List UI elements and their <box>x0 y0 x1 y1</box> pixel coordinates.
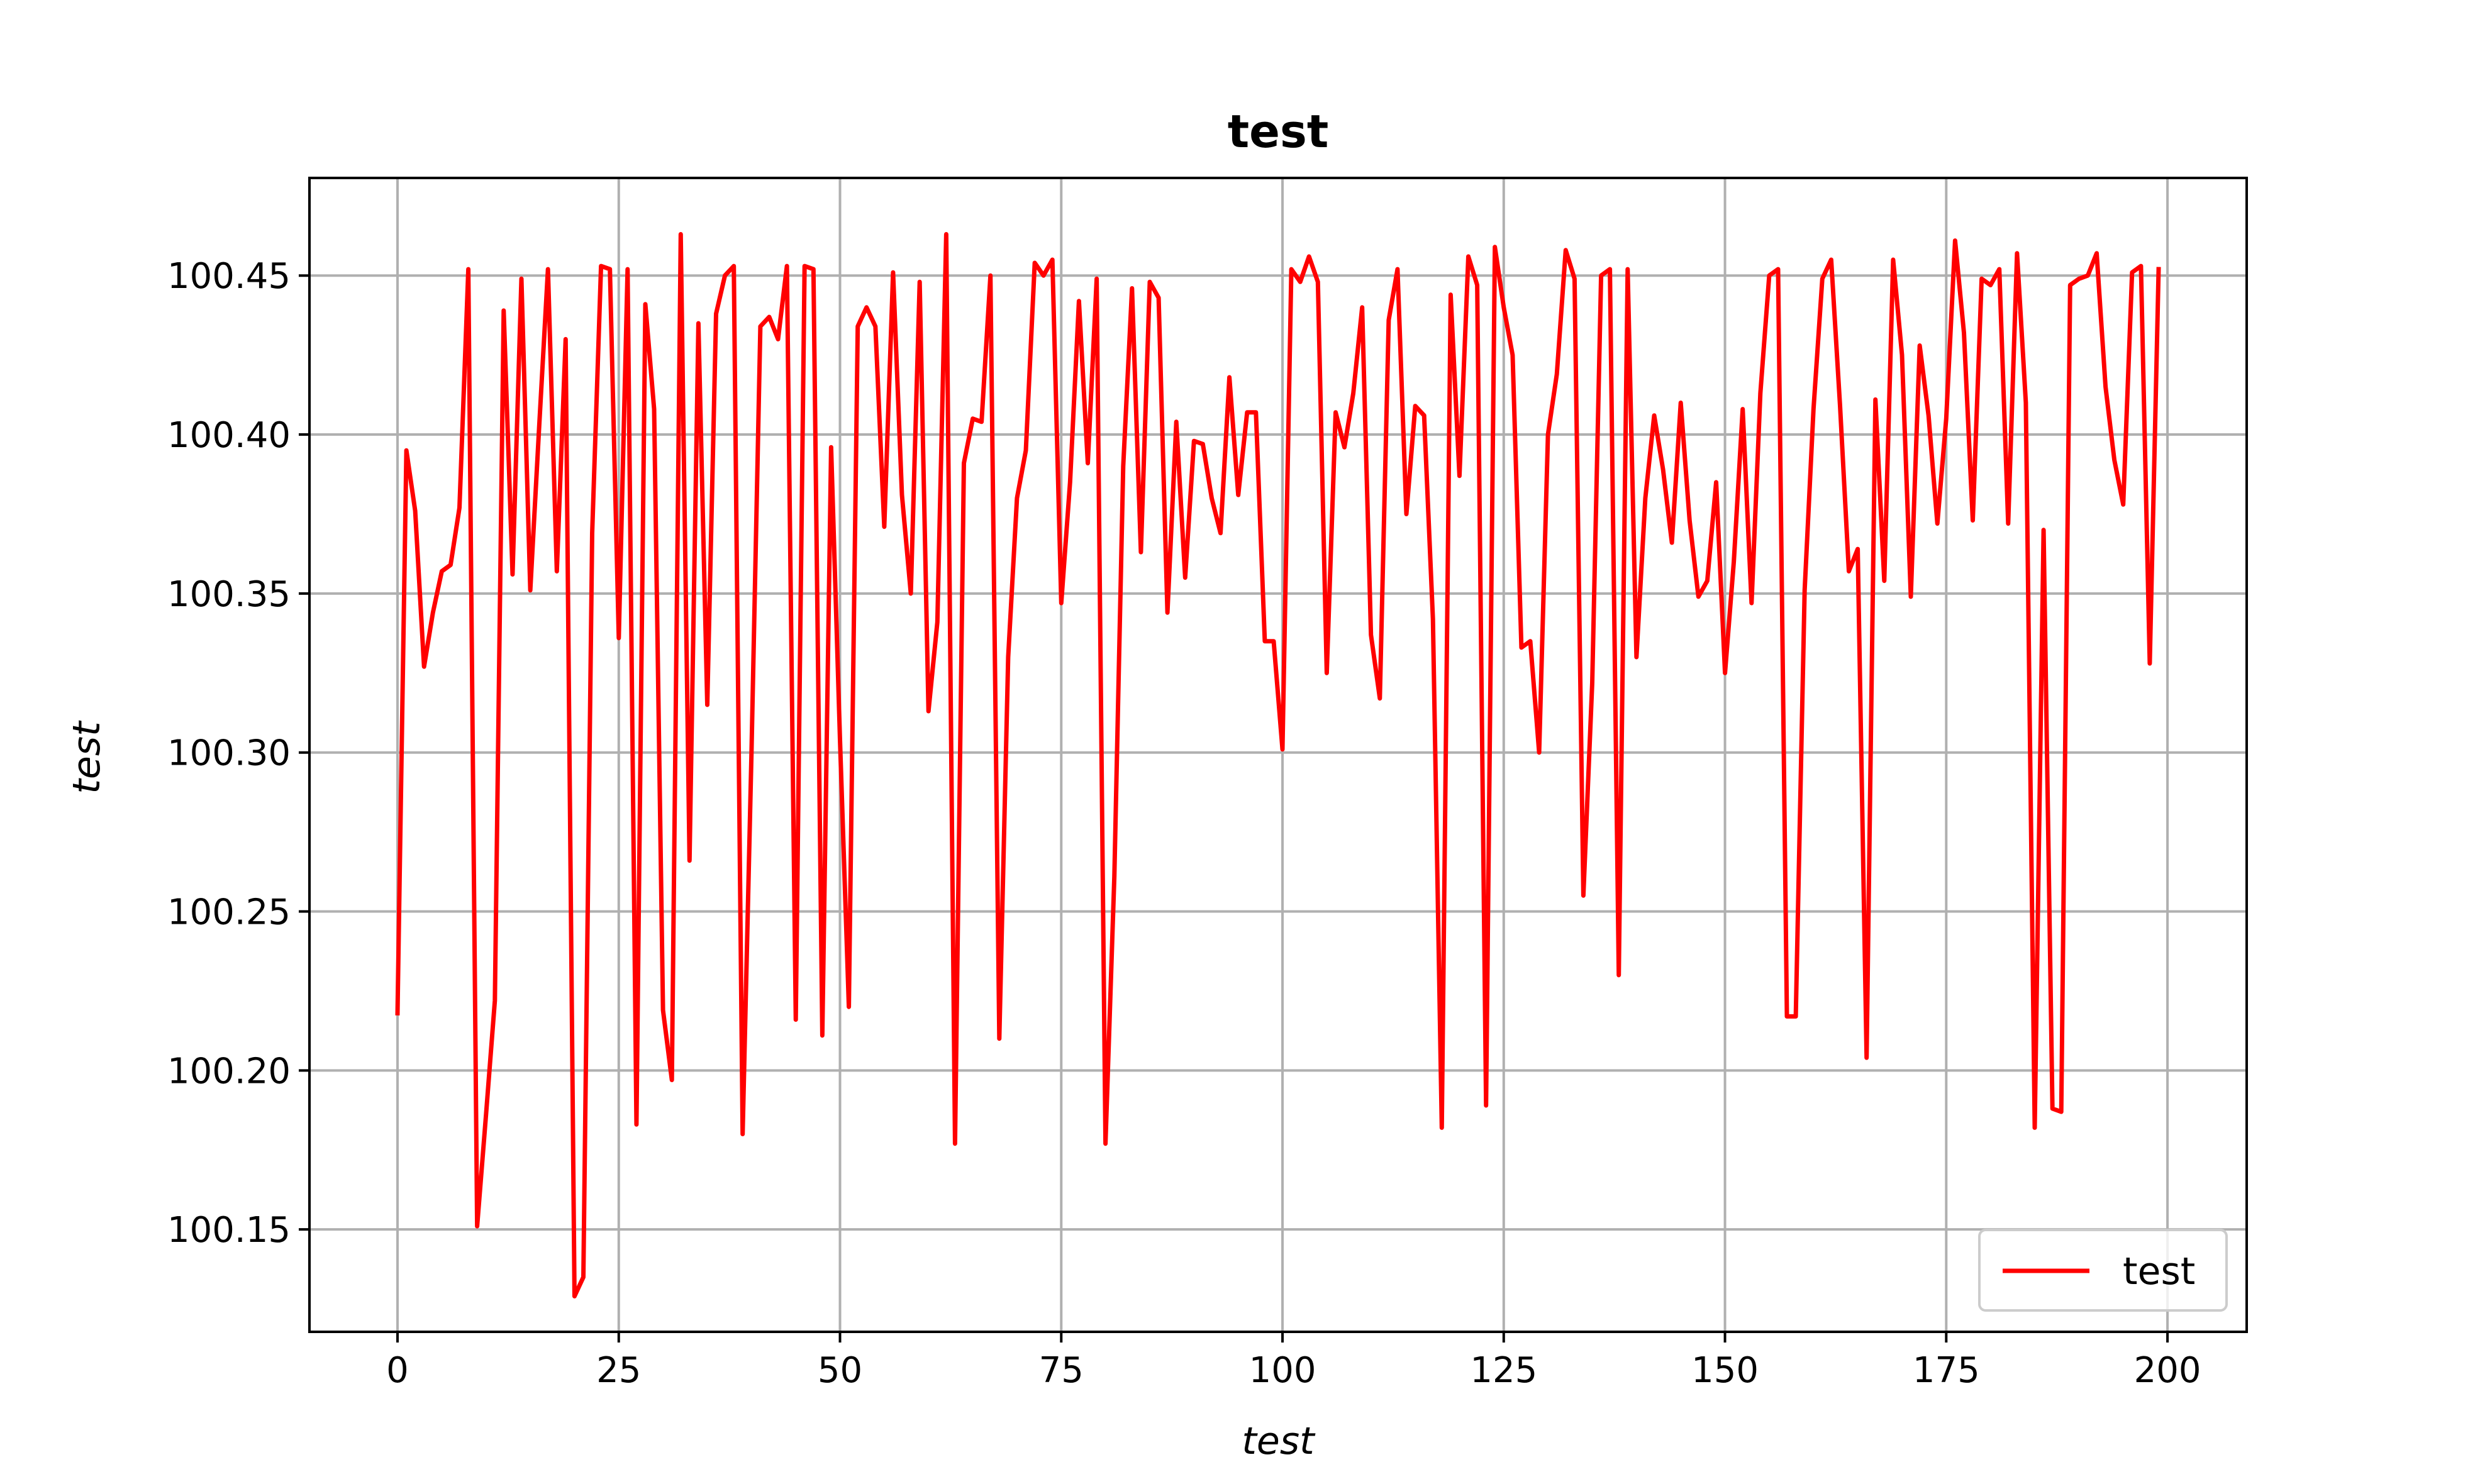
legend: test <box>1978 1229 2228 1312</box>
x-axis-label: test <box>1242 1419 1316 1463</box>
x-tick-label: 50 <box>818 1350 862 1391</box>
y-tick-label: 100.35 <box>167 574 291 615</box>
y-tick-label: 100.20 <box>167 1051 291 1092</box>
series-lines <box>395 232 2161 1298</box>
y-tick-label: 100.15 <box>167 1210 291 1251</box>
y-axis-label: test <box>65 720 109 794</box>
x-tick-label: 25 <box>596 1350 641 1391</box>
y-tick-label: 100.25 <box>167 892 291 933</box>
x-tick-label: 0 <box>386 1350 409 1391</box>
x-tick-label: 75 <box>1039 1350 1084 1391</box>
x-tick-label: 200 <box>2134 1350 2201 1391</box>
plot-frame <box>308 177 2248 1333</box>
y-tick-label: 100.30 <box>167 733 291 774</box>
x-tick-label: 150 <box>1691 1350 1759 1391</box>
x-tick-label: 175 <box>1913 1350 1980 1391</box>
legend-label: test <box>2123 1249 2195 1293</box>
grid-lines <box>309 178 2247 1332</box>
axis-ticks: 0 25 50 75 100 125 150 175 200 100.15 100.20 100.25… <box>167 256 2201 1391</box>
x-tick-label: 100 <box>1249 1350 1316 1391</box>
x-tick-label: 125 <box>1470 1350 1537 1391</box>
series-line <box>395 232 2161 1298</box>
y-tick-label: 100.40 <box>167 415 291 456</box>
chart-title: test <box>1228 105 1329 158</box>
legend-box <box>1978 1229 2228 1312</box>
y-tick-label: 100.45 <box>167 256 291 297</box>
